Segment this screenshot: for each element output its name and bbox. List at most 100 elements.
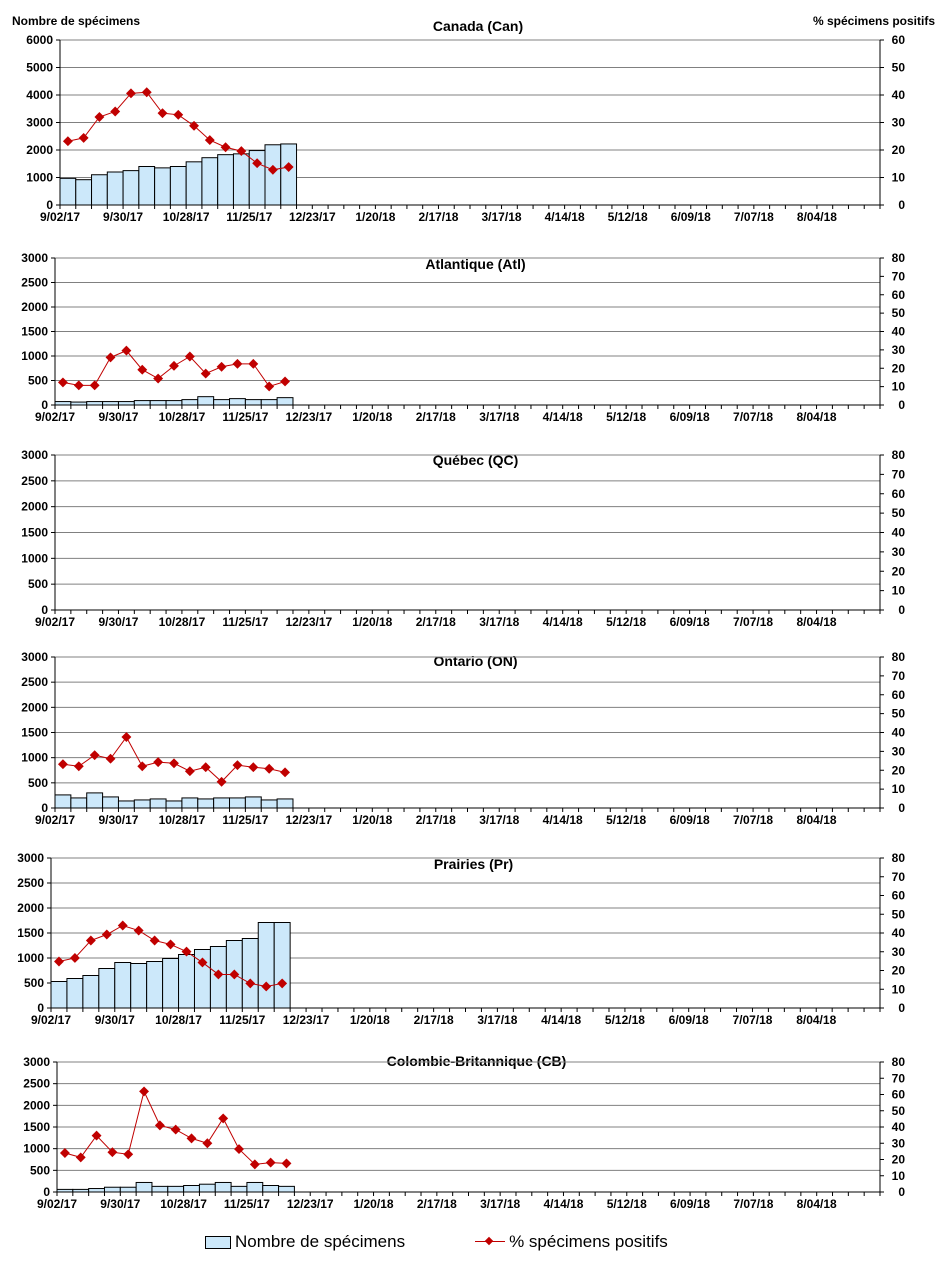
- specimen-bar: [135, 1181, 153, 1193]
- x-tick-label: 1/20/18: [352, 813, 392, 827]
- x-tick-label: 3/17/18: [479, 410, 519, 424]
- y2-tick-label: 70: [892, 669, 906, 683]
- specimen-bar: [276, 397, 294, 406]
- specimen-bar: [102, 796, 119, 809]
- y2-tick-label: 50: [892, 1104, 906, 1118]
- specimen-bar: [264, 144, 282, 206]
- pct-positive-point: [277, 978, 288, 989]
- y-tick-label: 2000: [17, 901, 44, 915]
- specimen-bar: [106, 171, 124, 206]
- x-tick-label: 4/14/18: [543, 813, 583, 827]
- y2-tick-label: 40: [892, 726, 906, 740]
- y-tick-label: 1000: [23, 1142, 50, 1156]
- y2-tick-label: 20: [892, 964, 906, 978]
- specimen-bar: [213, 797, 231, 809]
- pct-positive-point: [173, 109, 184, 120]
- x-tick-label: 12/23/17: [289, 210, 336, 224]
- y2-tick-label: 50: [892, 707, 906, 721]
- specimen-bar: [230, 1185, 248, 1193]
- y-tick-label: 1500: [17, 926, 44, 940]
- y-tick-label: 6000: [26, 33, 53, 47]
- y2-tick-label: 50: [892, 506, 906, 520]
- specimen-bar: [229, 398, 246, 406]
- pct-positive-point: [267, 164, 278, 175]
- x-tick-label: 7/07/18: [733, 615, 773, 629]
- specimen-bar: [278, 1185, 295, 1193]
- left-axis-title: Nombre de spécimens: [12, 14, 140, 28]
- bar-swatch-icon: [205, 1235, 231, 1249]
- pct-positive-point: [220, 142, 231, 153]
- specimen-bar: [183, 1185, 200, 1193]
- x-tick-label: 11/25/17: [226, 210, 272, 224]
- legend-item-pct: % spécimens positifs: [475, 1232, 668, 1252]
- y2-tick-label: 70: [892, 269, 906, 283]
- x-tick-label: 2/17/18: [417, 1197, 457, 1211]
- x-tick-label: 1/20/18: [352, 410, 392, 424]
- y2-tick-label: 30: [892, 1136, 906, 1150]
- x-tick-label: 5/12/18: [606, 410, 646, 424]
- specimen-bar: [198, 1183, 216, 1193]
- specimen-bar: [146, 961, 164, 1009]
- x-tick-label: 3/17/18: [479, 813, 519, 827]
- specimen-bar: [75, 179, 93, 206]
- specimen-bar: [213, 399, 231, 406]
- y-tick-label: 1000: [21, 349, 48, 363]
- x-tick-label: 9/02/17: [31, 1013, 71, 1027]
- specimen-bar: [117, 401, 135, 406]
- pct-positive-point: [107, 1147, 118, 1158]
- y2-tick-label: 60: [892, 288, 906, 302]
- pct-positive-point: [149, 935, 160, 946]
- y2-tick-label: 60: [892, 33, 906, 47]
- pct-positive-point: [75, 1152, 86, 1163]
- x-tick-label: 1/20/18: [354, 1197, 394, 1211]
- specimen-bar: [149, 798, 167, 809]
- y-tick-label: 2500: [21, 675, 48, 689]
- x-tick-label: 6/09/18: [671, 210, 711, 224]
- specimen-bar: [54, 794, 72, 809]
- x-tick-label: 3/17/18: [480, 1197, 520, 1211]
- x-tick-label: 4/14/18: [541, 1013, 581, 1027]
- y-tick-label: 5000: [26, 61, 53, 75]
- x-tick-label: 10/28/17: [163, 210, 210, 224]
- line-marker-icon: [475, 1236, 506, 1248]
- y2-tick-label: 60: [892, 889, 906, 903]
- x-tick-label: 11/25/17: [222, 813, 268, 827]
- y2-tick-label: 10: [892, 982, 906, 996]
- y2-tick-label: 70: [892, 870, 906, 884]
- x-tick-label: 3/17/18: [477, 1013, 517, 1027]
- x-tick-label: 11/25/17: [224, 1197, 270, 1211]
- y2-tick-label: 10: [892, 584, 906, 598]
- y2-tick-label: 30: [892, 945, 906, 959]
- specimen-bar: [165, 400, 183, 406]
- pct-positive-point: [73, 761, 84, 772]
- x-tick-label: 9/02/17: [40, 210, 80, 224]
- specimen-bar: [82, 975, 100, 1009]
- x-tick-label: 2/17/18: [414, 1013, 454, 1027]
- pct-positive-point: [204, 135, 215, 146]
- y-tick-label: 2000: [21, 700, 48, 714]
- pct-positive-point: [248, 762, 259, 773]
- y2-tick-label: 0: [898, 1001, 905, 1015]
- specimen-bar: [119, 1186, 137, 1193]
- pct-positive-point: [236, 146, 247, 157]
- x-tick-label: 2/17/18: [416, 813, 456, 827]
- y2-tick-label: 0: [898, 1185, 905, 1199]
- pct-positive-point: [170, 1124, 181, 1135]
- x-tick-label: 4/14/18: [545, 210, 585, 224]
- specimen-bar: [117, 800, 135, 809]
- specimen-bar: [86, 792, 104, 809]
- specimen-bar: [169, 166, 187, 206]
- x-tick-label: 10/28/17: [159, 615, 206, 629]
- pct-positive-point: [197, 957, 208, 968]
- y-tick-label: 0: [43, 1185, 50, 1199]
- pct-positive-point: [184, 351, 195, 362]
- x-tick-label: 6/09/18: [670, 410, 710, 424]
- pct-positive-point: [57, 377, 68, 388]
- pct-positive-point: [91, 1130, 102, 1141]
- specimen-bar: [260, 399, 278, 406]
- x-tick-label: 2/17/18: [418, 210, 458, 224]
- y2-tick-label: 40: [892, 88, 906, 102]
- y-tick-label: 3000: [21, 650, 48, 664]
- pct-positive-point: [105, 753, 116, 764]
